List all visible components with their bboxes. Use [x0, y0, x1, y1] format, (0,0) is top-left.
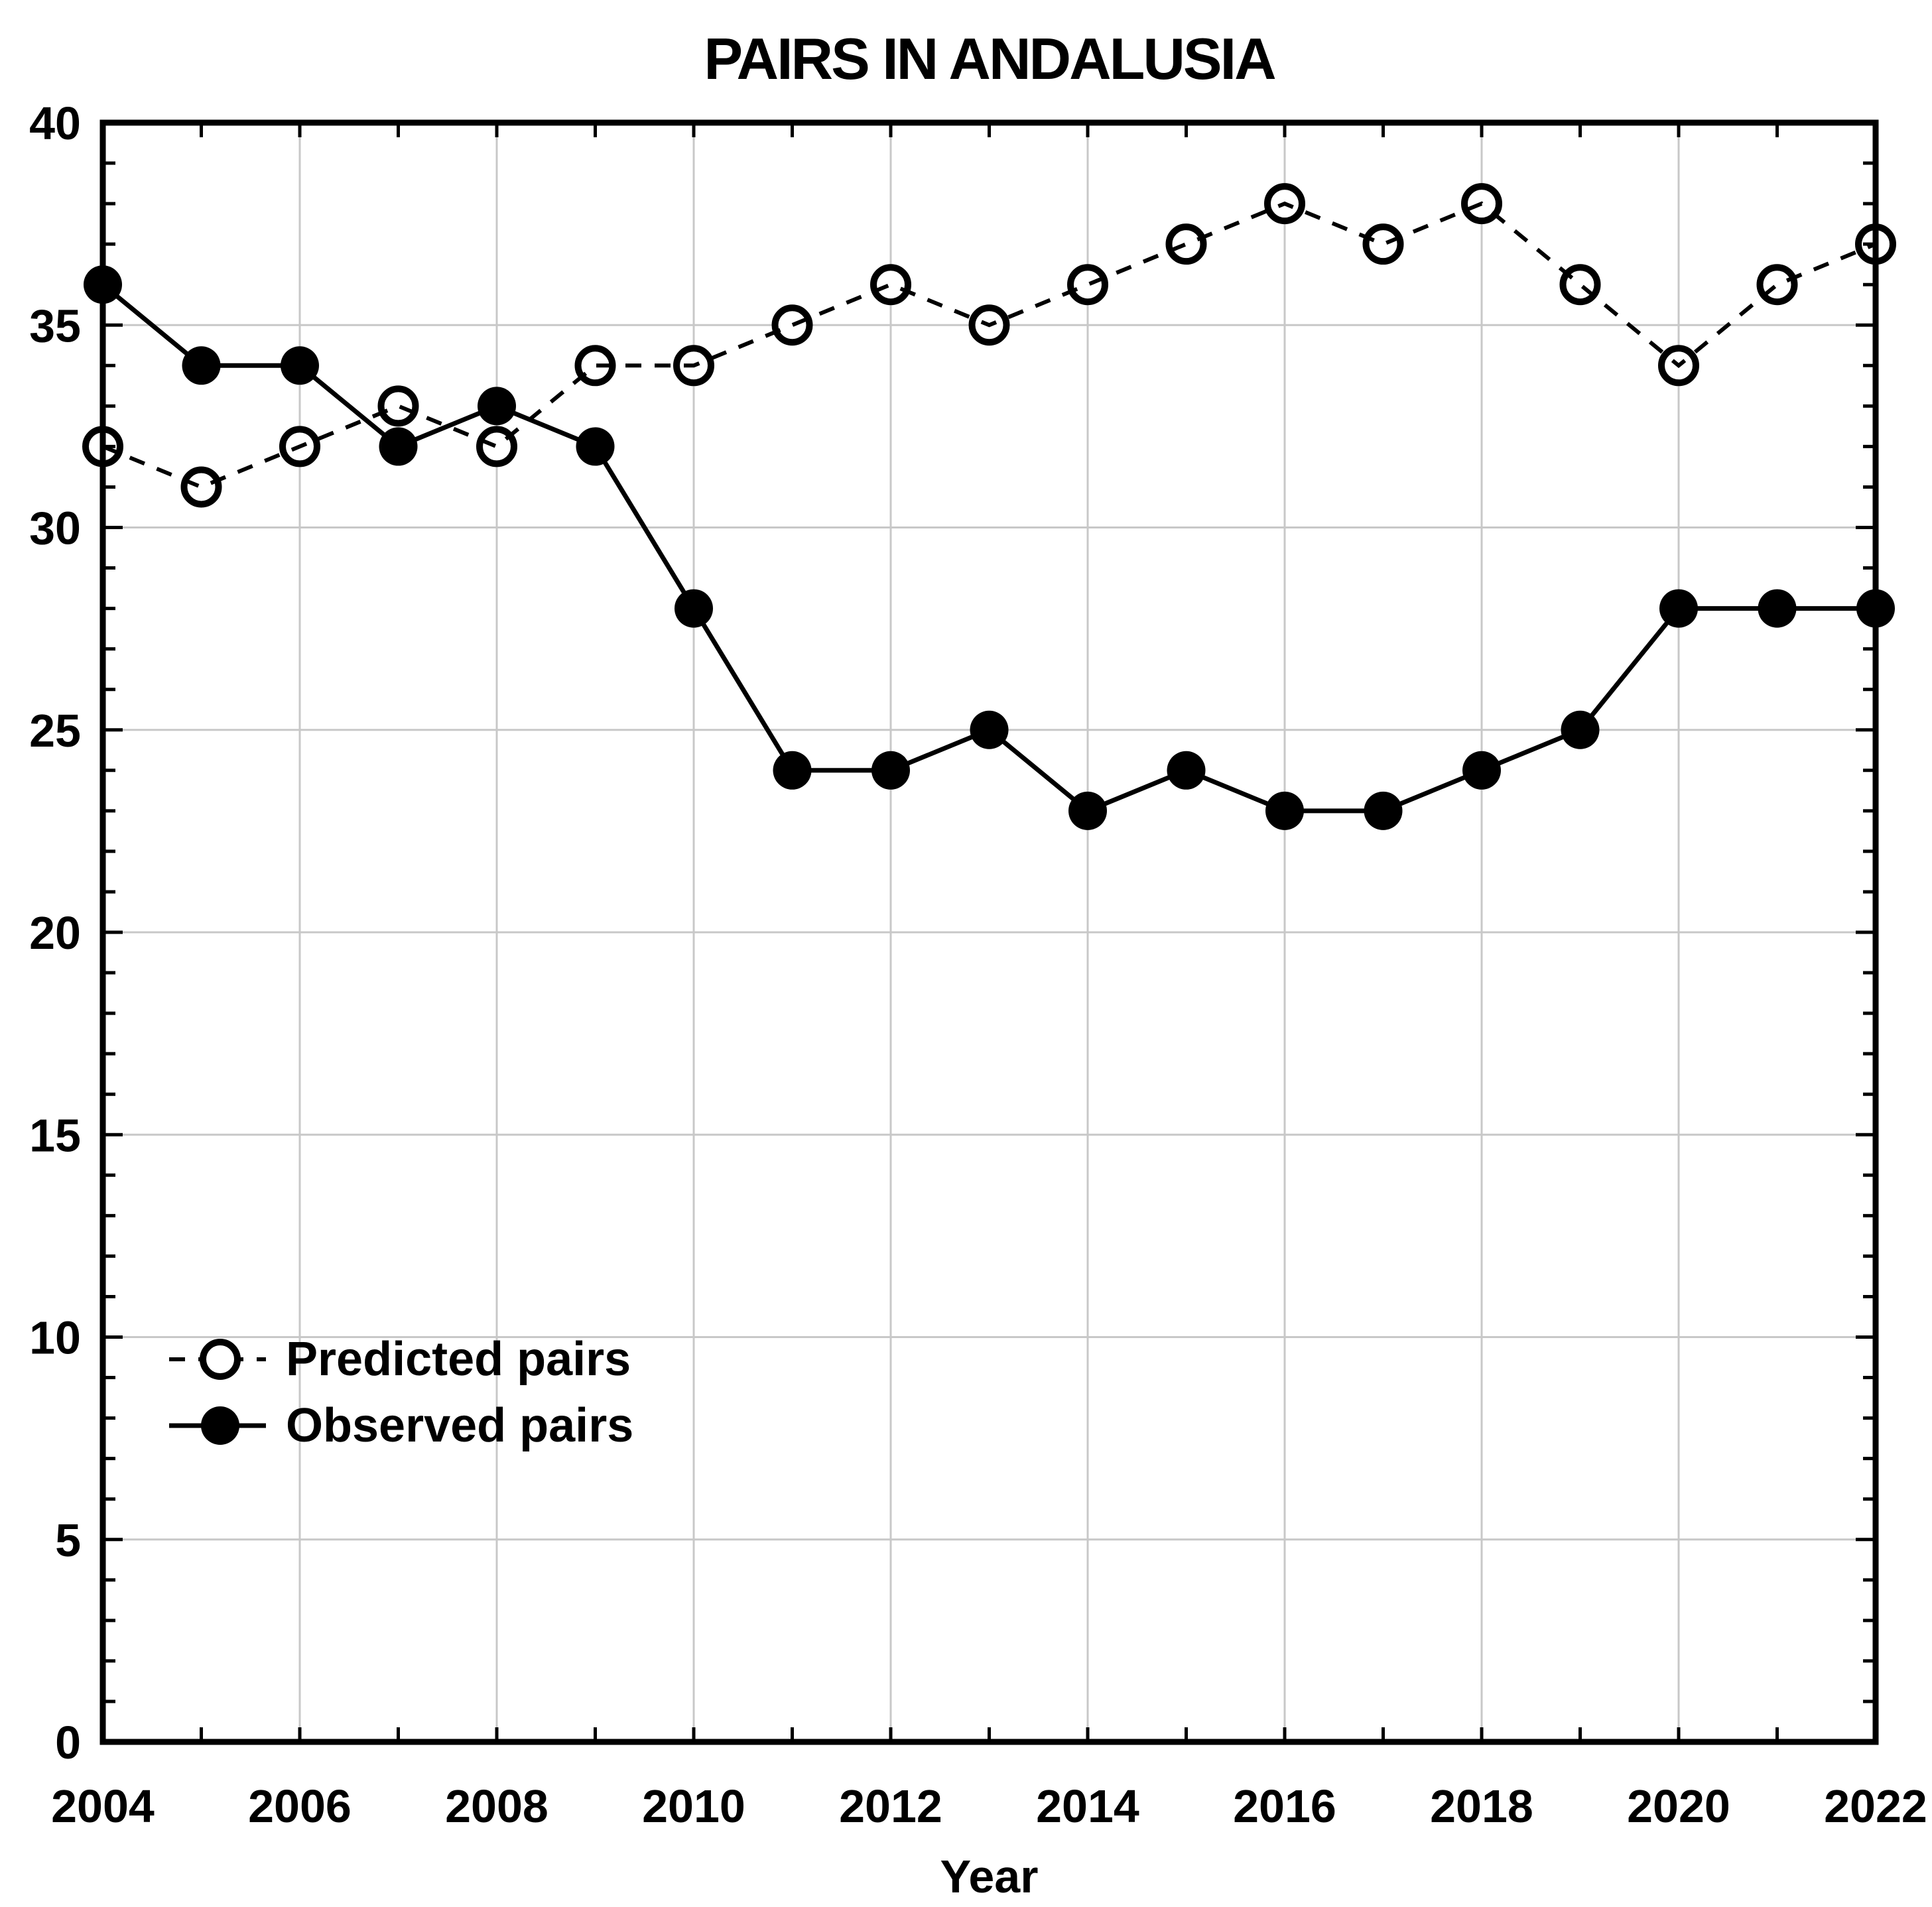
y-axis-labels: 0 5 10 15 20 25 30 35 40	[29, 97, 81, 1768]
data-point-marker	[870, 264, 911, 306]
x-tick-label: 2018	[1430, 1780, 1533, 1832]
x-tick-label: 2020	[1627, 1780, 1730, 1832]
data-point-marker	[1165, 223, 1207, 265]
data-point-marker	[574, 345, 616, 387]
series-line-observed	[101, 282, 1876, 814]
legend-item-observed: Observed pairs	[169, 1392, 633, 1459]
data-point-marker	[377, 385, 419, 427]
x-axis-title: Year	[940, 1851, 1039, 1902]
x-tick-label: 2014	[1036, 1780, 1139, 1832]
series-line-predicted	[101, 201, 1877, 489]
x-tick-label: 2004	[51, 1780, 155, 1832]
y-tick-label: 15	[29, 1109, 81, 1161]
data-point-marker	[180, 466, 222, 508]
series-markers-predicted	[82, 183, 1896, 508]
x-axis-labels: 2004 2006 2008 2010 2012 2014 2016 2018 2020 2022	[51, 1780, 1927, 1832]
legend-item-predicted: Predicted pairs	[169, 1326, 633, 1392]
series-markers-observed	[84, 265, 1895, 830]
data-point-marker	[1067, 264, 1108, 306]
y-tick-label: 25	[29, 705, 81, 757]
y-tick-label: 5	[55, 1514, 81, 1566]
legend-label-predicted: Predicted pairs	[286, 1333, 631, 1386]
x-tick-label: 2010	[642, 1780, 745, 1832]
x-tick-label: 2016	[1233, 1780, 1336, 1832]
legend-label-observed: Observed pairs	[286, 1399, 634, 1452]
x-tick-label: 2008	[445, 1780, 548, 1832]
y-tick-label: 20	[29, 907, 81, 959]
chart-title: PAIRS IN ANDALUSIA	[704, 26, 1276, 92]
data-point-marker	[1362, 223, 1404, 265]
y-tick-label: 30	[29, 503, 81, 554]
y-tick-label: 35	[29, 300, 81, 351]
gridlines	[103, 123, 1876, 1742]
filled-circle-solid-line-icon	[169, 1406, 266, 1445]
x-tick-label: 2012	[839, 1780, 942, 1832]
axis-ticks	[101, 121, 1878, 1744]
legend: Predicted pairs Observed pairs	[169, 1326, 633, 1459]
y-tick-label: 40	[29, 97, 81, 149]
data-point-marker	[771, 304, 813, 346]
open-circle-dashed-line-icon	[169, 1339, 266, 1380]
y-tick-label: 10	[29, 1312, 81, 1364]
y-tick-label: 0	[55, 1717, 81, 1768]
x-tick-label: 2006	[248, 1780, 352, 1832]
x-tick-label: 2022	[1824, 1780, 1927, 1832]
